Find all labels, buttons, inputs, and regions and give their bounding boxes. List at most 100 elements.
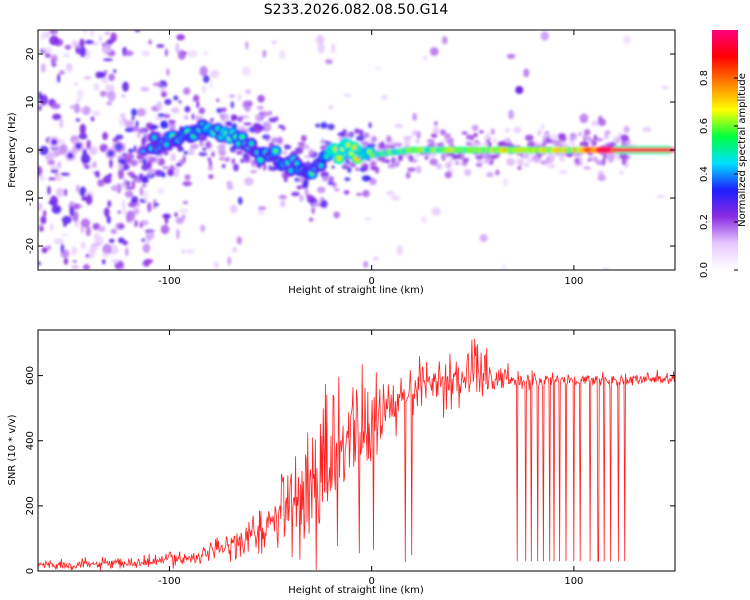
noise-speckle xyxy=(60,243,65,253)
noise-speckle xyxy=(271,40,277,45)
spread-speckle xyxy=(134,219,138,228)
noise-speckle xyxy=(43,31,50,39)
noise-speckle xyxy=(101,77,109,84)
noise-speckle xyxy=(71,40,78,49)
noise-speckle xyxy=(85,40,95,45)
noise-speckle xyxy=(106,39,114,45)
spread-speckle xyxy=(211,151,215,158)
spectrogram-heatmap xyxy=(38,30,675,270)
spread-speckle xyxy=(141,176,149,184)
noise-speckle xyxy=(53,238,64,245)
noise-speckle xyxy=(99,90,107,97)
noise-speckle xyxy=(315,34,325,45)
noise-speckle xyxy=(160,224,170,235)
spread-speckle xyxy=(308,148,314,156)
spread-speckle xyxy=(131,115,135,121)
noise-speckle xyxy=(39,145,49,156)
spread-speckle xyxy=(276,136,283,145)
snr-xtick-label: -100 xyxy=(158,576,181,587)
spread-speckle xyxy=(533,155,541,163)
snr-frame xyxy=(37,329,676,572)
spread-speckle xyxy=(475,155,484,160)
spread-speckle xyxy=(603,133,609,140)
noise-speckle xyxy=(421,216,427,224)
spread-speckle xyxy=(620,153,629,160)
spread-speckle xyxy=(233,163,239,172)
spread-speckle xyxy=(192,97,199,102)
spread-speckle xyxy=(384,144,392,149)
colorbar-label: Normalized spectral amplitude xyxy=(737,73,748,227)
spread-speckle xyxy=(210,117,214,122)
spread-speckle xyxy=(231,158,236,165)
spread-speckle xyxy=(242,100,250,109)
noise-speckle xyxy=(119,112,126,118)
noise-speckle xyxy=(40,63,46,73)
noise-speckle xyxy=(176,34,185,41)
snr-ylabel: SNR (10 * v/v) xyxy=(7,414,18,485)
spread-speckle xyxy=(623,125,630,134)
noise-speckle xyxy=(245,89,252,95)
noise-speckle xyxy=(91,246,99,251)
spread-speckle xyxy=(280,200,286,208)
noise-speckle xyxy=(262,49,267,58)
spread-speckle xyxy=(585,136,592,141)
noise-speckle xyxy=(142,260,151,267)
spread-speckle xyxy=(579,141,589,148)
noise-speckle xyxy=(175,217,184,224)
noise-speckle xyxy=(372,256,380,261)
noise-speckle xyxy=(140,86,150,92)
noise-speckle xyxy=(244,177,254,186)
noise-speckle xyxy=(93,232,101,244)
noise-speckle xyxy=(80,108,85,114)
noise-speckle xyxy=(279,49,286,60)
noise-speckle xyxy=(177,49,186,60)
ridge-cell xyxy=(295,161,299,166)
noise-speckle xyxy=(75,118,81,122)
noise-speckle xyxy=(153,202,160,207)
spread-speckle xyxy=(601,160,605,166)
noise-speckle xyxy=(108,73,115,82)
spread-speckle xyxy=(183,87,191,95)
spread-speckle xyxy=(525,158,535,163)
noise-speckle xyxy=(50,58,56,65)
spread-speckle xyxy=(202,147,207,151)
spread-speckle xyxy=(369,177,377,186)
spectrogram-ytick-label: -20 xyxy=(25,238,36,254)
ridge-band-core xyxy=(614,148,671,152)
spread-speckle xyxy=(265,137,270,142)
spread-speckle xyxy=(243,122,252,126)
noise-speckle xyxy=(139,222,143,229)
spread-speckle xyxy=(257,94,265,103)
noise-speckle xyxy=(104,84,115,91)
noise-speckle xyxy=(49,35,59,46)
spread-speckle xyxy=(117,163,123,171)
ridge-cell xyxy=(273,149,278,153)
spectrogram-xtick-label: 0 xyxy=(368,276,374,287)
spread-speckle xyxy=(461,131,468,135)
noise-speckle xyxy=(124,120,135,128)
spread-speckle xyxy=(198,151,208,157)
snr-series-line xyxy=(38,338,675,571)
noise-speckle xyxy=(49,223,54,231)
noise-speckle xyxy=(61,233,69,237)
spread-speckle xyxy=(127,171,136,177)
noise-speckle xyxy=(386,190,396,196)
noise-speckle xyxy=(133,207,140,215)
spread-speckle xyxy=(343,190,350,195)
noise-speckle xyxy=(166,68,170,77)
noise-speckle xyxy=(164,213,169,225)
spread-speckle xyxy=(527,141,536,149)
noise-speckle xyxy=(64,44,72,50)
spread-speckle xyxy=(547,164,556,169)
spread-speckle xyxy=(198,107,206,115)
spread-speckle xyxy=(355,135,365,142)
spread-speckle xyxy=(311,207,315,215)
spread-speckle xyxy=(230,101,235,109)
noise-speckle xyxy=(76,98,81,102)
spread-speckle xyxy=(306,193,313,200)
noise-speckle xyxy=(51,204,62,214)
spread-speckle xyxy=(125,186,134,191)
spread-speckle xyxy=(587,158,592,162)
ridge-cell xyxy=(68,154,73,158)
